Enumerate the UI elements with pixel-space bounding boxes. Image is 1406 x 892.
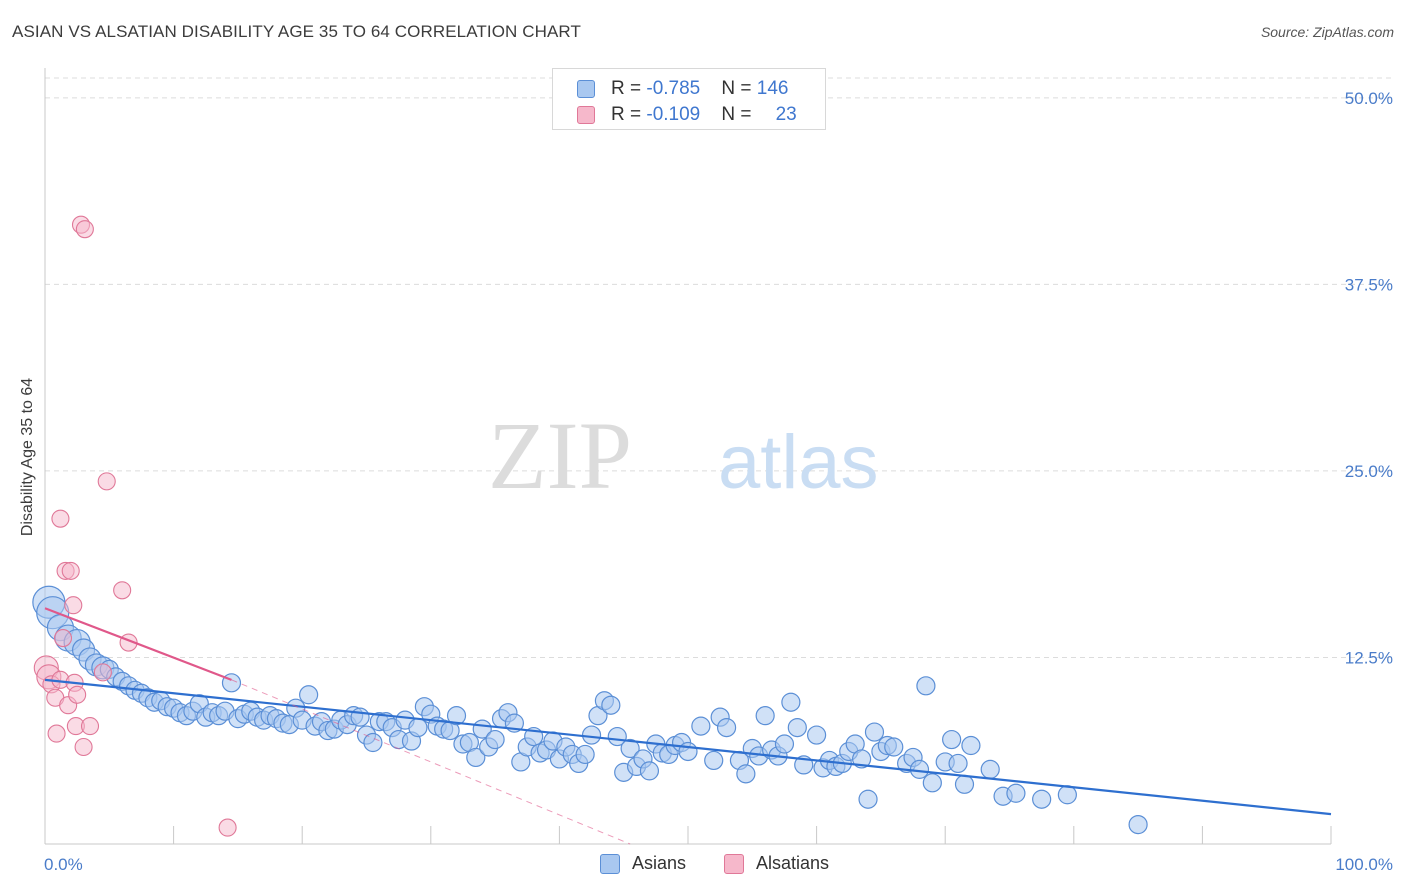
alsatian-point bbox=[47, 724, 66, 743]
asian-point bbox=[884, 737, 904, 757]
asian-point bbox=[601, 695, 621, 715]
asian-point bbox=[948, 753, 968, 774]
y-tick-label: 50.0% bbox=[1345, 89, 1393, 108]
asian-point bbox=[916, 676, 936, 696]
asian-point bbox=[446, 706, 467, 726]
x-tick-label-max: 100.0% bbox=[1335, 855, 1393, 874]
asian-point bbox=[575, 744, 595, 765]
legend-n-value: 146 bbox=[756, 78, 789, 99]
alsatian-point bbox=[51, 509, 70, 528]
y-tick-label: 37.5% bbox=[1345, 275, 1393, 294]
asian-point bbox=[1006, 783, 1026, 803]
asian-point bbox=[1128, 814, 1148, 835]
asian-point bbox=[1032, 789, 1052, 809]
alsatian-point bbox=[80, 717, 100, 736]
asian-point bbox=[691, 716, 711, 736]
y-axis-label: Disability Age 35 to 64 bbox=[19, 378, 36, 536]
asian-point bbox=[755, 706, 775, 726]
legend-r-label: R = bbox=[611, 78, 647, 99]
chart-title: ASIAN VS ALSATIAN DISABILITY AGE 35 TO 6… bbox=[12, 22, 581, 41]
watermark-zip: ZIP bbox=[488, 402, 632, 509]
alsatian-point bbox=[68, 685, 87, 704]
asian-point bbox=[716, 717, 737, 738]
asian-point bbox=[864, 722, 885, 742]
alsatian-point bbox=[218, 818, 237, 837]
alsatian-point bbox=[75, 220, 94, 239]
asian-point bbox=[639, 761, 660, 781]
asian-point bbox=[736, 764, 756, 784]
x-tick-label-min: 0.0% bbox=[44, 855, 83, 874]
asian-point bbox=[858, 789, 878, 809]
alsatian-point bbox=[74, 737, 93, 757]
asian-point bbox=[299, 685, 319, 705]
alsatian-point bbox=[64, 596, 83, 615]
asian-point bbox=[581, 725, 602, 745]
alsatians-trend-line bbox=[44, 607, 232, 681]
asian-point bbox=[909, 759, 930, 779]
watermark-atlas: atlas bbox=[718, 420, 879, 505]
alsatian-point bbox=[113, 581, 132, 600]
asian-point bbox=[774, 734, 795, 754]
alsatians-legend-swatch bbox=[724, 854, 744, 874]
asian-point bbox=[704, 750, 724, 771]
legend-n-value: 23 bbox=[775, 104, 797, 125]
asians-trend-line bbox=[44, 678, 1332, 816]
asian-point bbox=[961, 735, 981, 756]
asian-point bbox=[678, 741, 698, 762]
axes bbox=[44, 68, 1332, 845]
asian-point bbox=[485, 729, 505, 750]
source-label: Source: ZipAtlas.com bbox=[1260, 24, 1394, 40]
grid-lines bbox=[45, 77, 1394, 658]
asian-point bbox=[363, 732, 383, 753]
asians-legend-swatch bbox=[600, 854, 620, 874]
asian-point bbox=[954, 774, 975, 794]
y-tick-labels: 12.5% 25.0% 37.5% 50.0% bbox=[1345, 89, 1393, 668]
alsatian-point bbox=[93, 663, 112, 682]
x-tick-labels: 0.0% 100.0% bbox=[44, 855, 1393, 874]
alsatian-point bbox=[97, 472, 116, 491]
asian-point bbox=[350, 707, 370, 727]
alsatians-points bbox=[33, 215, 237, 837]
asian-point bbox=[806, 725, 827, 745]
alsatians-trend-extension bbox=[231, 679, 631, 845]
alsatian-point bbox=[53, 629, 73, 648]
asian-point bbox=[942, 729, 962, 750]
asians-points bbox=[32, 585, 1148, 835]
legend-n-label: N = bbox=[721, 104, 757, 125]
asians-legend-label: Asians bbox=[632, 853, 687, 873]
legend-n-label: N = bbox=[721, 78, 757, 99]
asian-point bbox=[922, 773, 942, 793]
alsatians-swatch bbox=[577, 106, 595, 124]
asian-point bbox=[1057, 785, 1077, 805]
asian-point bbox=[408, 717, 428, 738]
asian-point bbox=[781, 692, 801, 712]
asians-swatch bbox=[577, 80, 595, 98]
asian-point bbox=[620, 738, 640, 759]
asian-point bbox=[980, 759, 1000, 779]
legend-r-value: -0.109 bbox=[646, 104, 701, 125]
alsatians-legend-label: Alsatians bbox=[756, 853, 830, 873]
legend-r-value: -0.785 bbox=[646, 78, 701, 99]
alsatian-point bbox=[61, 561, 80, 580]
asian-point bbox=[852, 749, 872, 769]
asian-point bbox=[787, 717, 807, 738]
stats-legend: R = -0.785 N = 146 R = -0.109 N = 23 bbox=[552, 68, 826, 130]
trend-lines bbox=[44, 607, 1332, 845]
asian-point bbox=[466, 747, 486, 768]
y-tick-label: 25.0% bbox=[1345, 462, 1393, 481]
y-tick-label: 12.5% bbox=[1345, 648, 1393, 667]
legend-r-label: R = bbox=[611, 104, 647, 125]
